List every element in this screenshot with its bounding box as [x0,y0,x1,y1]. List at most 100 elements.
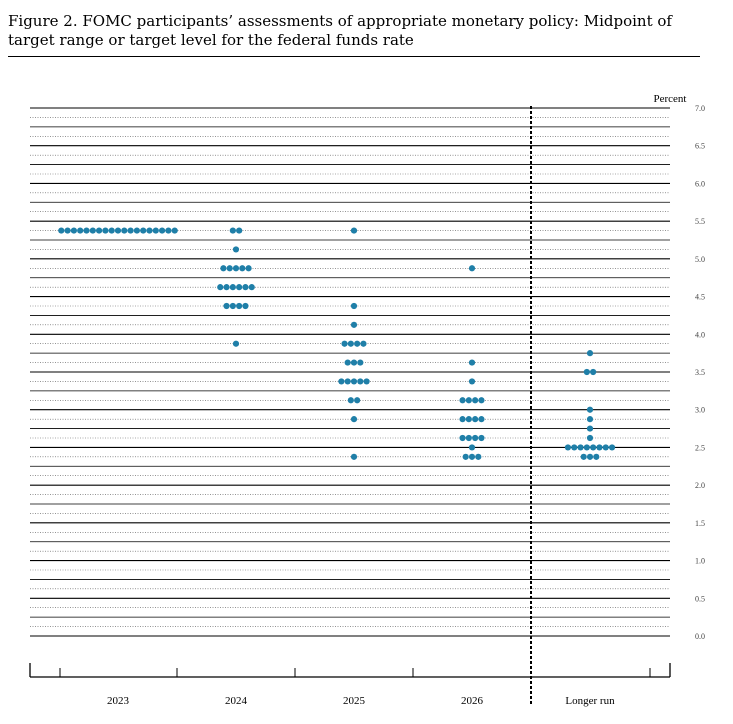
dot-2024 [229,302,236,310]
dot-2025 [354,340,361,347]
title-rule [8,56,700,57]
y-tick-label: 3.5 [695,368,705,377]
dot-2023 [133,227,140,234]
dot-2026 [459,434,466,442]
dot-longer-run [583,444,590,451]
dot-2026 [468,453,476,460]
dot-2026 [472,397,479,404]
dot-longer-run [583,368,590,376]
dot-2024 [248,284,255,291]
dot-2026 [459,397,466,404]
x-category-label: 2023 [107,695,130,707]
dot-2025 [350,227,358,234]
dot-2026 [468,265,476,272]
x-category-label: 2026 [461,695,484,707]
dot-2025 [338,378,345,385]
y-tick-label: 5.5 [695,217,705,226]
dot-2026 [478,434,485,442]
dot-2024 [236,284,243,291]
dot-2023 [146,227,153,234]
dot-longer-run [586,416,594,423]
dot-longer-run [586,434,594,442]
y-tick-label: 5.0 [695,255,705,264]
dot-longer-run [593,453,600,460]
dot-2026 [478,397,485,404]
y-tick-label: 2.5 [695,443,705,452]
dot-2024 [242,284,249,291]
dot-2023 [96,227,103,234]
dot-2024 [236,227,243,234]
dot-2025 [344,359,351,366]
dot-2023 [102,227,109,234]
dot-longer-run [586,425,594,432]
y-tick-label: 0.5 [695,594,705,603]
dot-2024 [217,284,224,291]
dot-2023 [58,227,65,234]
dot-2023 [114,227,122,234]
figure-title: Figure 2. FOMC participants’ assessments… [8,12,672,49]
dot-2026 [475,453,482,460]
dot-longer-run [596,444,603,451]
dot-2025 [350,453,358,460]
dot-2025 [360,340,367,347]
dot-longer-run [586,453,594,460]
dot-longer-run [586,350,594,357]
dot-2024 [236,302,243,310]
dot-2025 [357,359,364,366]
dot-2024 [223,284,230,291]
dot-2024 [245,265,252,272]
dot-2025 [354,397,361,404]
x-category-label: 2025 [343,695,366,707]
dot-2025 [350,416,358,423]
dot-longer-run [586,406,594,413]
y-tick-label: 1.0 [695,557,705,566]
dot-2024 [232,340,240,347]
dot-2025 [350,302,358,310]
y-tick-label: 3.0 [695,406,705,415]
dot-longer-run [571,444,578,451]
dot-2026 [468,359,476,366]
dot-2023 [159,227,166,234]
y-tick-label: 2.0 [695,481,705,490]
dot-2026 [465,397,472,404]
y-tick-label: 0.0 [695,632,705,641]
dot-2025 [347,397,354,404]
dot-2025 [350,321,358,328]
dot-2023 [121,227,128,234]
y-tick-label: 7.0 [695,104,705,113]
dot-2024 [220,265,227,272]
dot-2026 [462,453,469,460]
dot-2025 [363,378,370,385]
dot-2023 [77,227,84,234]
dot-2025 [344,378,351,385]
dot-2024 [232,265,240,272]
dot-longer-run [577,444,584,451]
y-tick-label: 1.5 [695,519,705,528]
dot-2024 [229,284,236,291]
dot-longer-run [564,444,572,451]
y-tick-label: 4.0 [695,330,705,339]
dot-2024 [239,265,246,272]
x-category-label: Longer run [565,695,615,707]
y-tick-label: 6.5 [695,142,705,151]
dot-longer-run [590,444,597,451]
dot-2024 [229,227,236,234]
dot-layer [58,227,616,460]
dot-2025 [341,340,348,347]
x-category-label: 2024 [225,695,248,707]
dot-2023 [152,227,159,234]
dot-2026 [472,434,479,442]
dot-2026 [459,416,466,423]
dot-2024 [232,246,240,253]
dot-2023 [83,227,90,234]
dot-2024 [226,265,233,272]
dot-2025 [357,378,364,385]
dot-2023 [165,227,172,234]
y-tick-label: 6.0 [695,179,705,188]
dot-2024 [223,302,230,310]
dot-2023 [108,227,115,234]
dot-longer-run [608,444,616,451]
dot-2025 [350,378,358,385]
dot-longer-run [590,368,597,376]
